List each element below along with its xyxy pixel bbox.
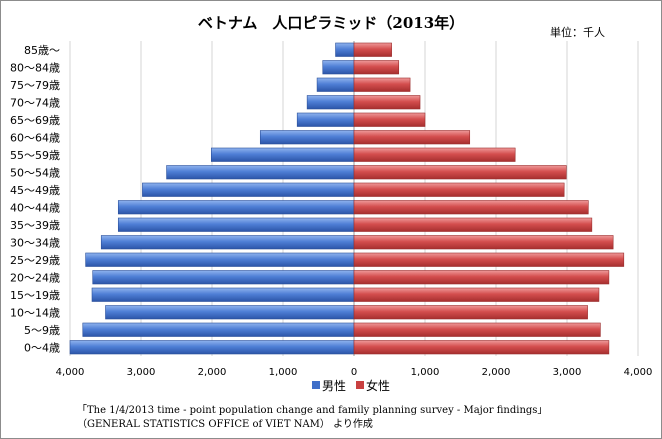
legend-swatch-female [356, 381, 364, 389]
bar-male [92, 270, 355, 285]
x-tick-label: 3,000 [553, 367, 582, 378]
age-group-label: 15〜19歳 [10, 289, 60, 302]
bar-female [353, 200, 589, 215]
bar-female [353, 60, 400, 75]
age-group-label: 5〜9歳 [24, 324, 60, 337]
age-group-label: 50〜54歳 [10, 166, 60, 179]
y-axis-labels: 0〜4歳 5〜9歳 10〜14歳 15〜19歳 20〜24歳 25〜29歳 30〜34歳 35… [10, 44, 60, 355]
x-tick-label: 3,000 [127, 367, 156, 378]
gridlines [69, 41, 639, 356]
bar-female [353, 112, 426, 127]
age-group-label: 80〜84歳 [10, 61, 60, 74]
x-axis-labels: 4,000 3,000 2,000 1,000 0 1,000 2,000 3,000 4,00… [56, 367, 653, 378]
bar-female [353, 340, 610, 355]
x-tick-label: 1,000 [269, 367, 298, 378]
bar-male [335, 42, 355, 57]
x-tick-label: 2,000 [482, 367, 511, 378]
unit-label: 単位：千人 [550, 25, 605, 39]
bar-female [353, 305, 588, 320]
bar-male [259, 130, 355, 145]
bar-female [353, 130, 471, 145]
bar-female [353, 270, 610, 285]
age-group-label: 45〜49歳 [10, 184, 60, 197]
bar-male [69, 340, 355, 355]
source-line-2: （GENERAL STATISTICS OFFICE of VIET NAM） … [77, 418, 373, 430]
age-group-label: 65〜69歳 [10, 114, 60, 127]
x-tick-label: 4,000 [624, 367, 653, 378]
age-group-label: 30〜34歳 [10, 236, 60, 249]
bar-female [353, 147, 516, 162]
bar-male [142, 182, 355, 197]
bar-female [353, 322, 601, 337]
age-group-label: 75〜79歳 [10, 79, 60, 92]
legend-label-female: 女性 [366, 378, 390, 393]
x-tick-label: 4,000 [56, 367, 85, 378]
bar-male [322, 60, 355, 75]
x-tick-label: 1,000 [411, 367, 440, 378]
bar-male [166, 165, 355, 180]
age-group-label: 55〜59歳 [10, 149, 60, 162]
legend-label-male: 男性 [322, 379, 346, 393]
chart-title: ベトナム 人口ピラミッド（2013年） [198, 14, 464, 32]
bar-male [117, 200, 355, 215]
bar-male [105, 305, 355, 320]
x-tick-label: 2,000 [198, 367, 227, 378]
bar-male [100, 235, 355, 250]
bar-male [117, 217, 355, 232]
bar-male [316, 77, 355, 92]
age-group-label: 0〜4歳 [24, 341, 60, 354]
age-group-label: 70〜74歳 [10, 96, 60, 109]
x-tick-label: 0 [351, 367, 357, 378]
age-group-label: 10〜14歳 [10, 306, 60, 319]
bar-male [306, 95, 355, 110]
bar-male [210, 147, 355, 162]
bar-male [82, 322, 355, 337]
legend: 男性 女性 [312, 378, 390, 393]
bar-female [353, 182, 565, 197]
bar-female [353, 165, 567, 180]
bar-female [353, 287, 600, 302]
bar-group [69, 42, 625, 355]
bar-female [353, 77, 411, 92]
legend-swatch-male [312, 381, 320, 389]
age-group-label: 25〜29歳 [10, 254, 60, 267]
age-group-label: 20〜24歳 [10, 271, 60, 284]
bar-female [353, 217, 593, 232]
bar-male [296, 112, 355, 127]
age-group-label: 35〜39歳 [10, 219, 60, 232]
source-line-1: 「The 1/4/2013 time - point population ch… [77, 404, 547, 416]
bar-female [353, 252, 625, 267]
bar-female [353, 42, 392, 57]
age-group-label: 40〜44歳 [10, 201, 60, 214]
bar-female [353, 235, 614, 250]
age-group-label: 60〜64歳 [10, 131, 60, 144]
age-group-label: 85歳〜 [24, 44, 60, 57]
bar-male [91, 287, 355, 302]
bar-male [85, 252, 355, 267]
bar-female [353, 95, 421, 110]
